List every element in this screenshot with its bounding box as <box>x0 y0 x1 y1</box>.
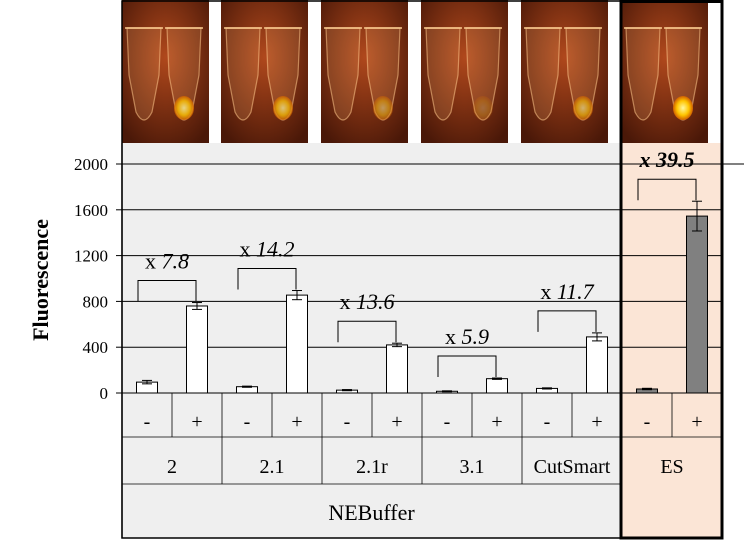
fold-change-label: x 11.7 <box>540 279 594 304</box>
condition-plus-label: + <box>291 411 302 433</box>
bar-plus <box>286 294 308 394</box>
condition-plus-label: + <box>591 411 602 433</box>
bar-plus <box>486 378 508 394</box>
y-tick-label: 0 <box>100 384 109 403</box>
tube-icon <box>625 27 661 121</box>
fold-bracket <box>537 310 597 332</box>
buffer-label: 2.1 <box>260 456 285 478</box>
gel-photo <box>321 0 408 143</box>
fold-change-label: x 13.6 <box>340 289 395 314</box>
buffer-label: ES <box>660 456 683 478</box>
fluorescent-sample <box>673 96 693 120</box>
buffer-label: 3.1 <box>460 456 485 478</box>
condition-plus-label: + <box>491 411 502 433</box>
fold-change-label: x 5.9 <box>445 324 489 349</box>
bar-plus <box>586 336 608 394</box>
bar-plus <box>186 305 208 394</box>
fold-change-label: x 39.5 <box>639 147 695 172</box>
fold-bracket <box>437 355 497 377</box>
fold-change-label: x 7.8 <box>145 249 189 274</box>
fold-bracket <box>137 280 197 302</box>
condition-minus-label: - <box>144 411 151 433</box>
y-tick-label: 2000 <box>74 155 108 174</box>
condition-minus-label: - <box>444 411 451 433</box>
fold-bracket <box>637 178 697 201</box>
y-tick-label: 1600 <box>74 201 108 220</box>
tube-icon <box>325 27 361 121</box>
y-axis-title: Fluorescence <box>28 219 53 341</box>
bar-plus <box>686 215 708 394</box>
fluorescent-sample <box>174 96 194 120</box>
tube-icon <box>425 27 461 121</box>
gel-photo <box>521 0 608 143</box>
condition-plus-label: + <box>391 411 402 433</box>
fluorescent-sample <box>373 96 393 120</box>
fold-change-label: x 14.2 <box>240 237 295 262</box>
gel-photo <box>621 0 708 143</box>
fluorescent-sample <box>473 96 493 120</box>
gel-photo <box>421 0 508 143</box>
y-tick-label: 400 <box>83 338 109 357</box>
fluorescent-sample <box>273 96 293 120</box>
fold-bracket <box>337 320 397 343</box>
gel-photo <box>122 0 209 143</box>
tube-icon <box>126 27 162 121</box>
condition-plus-label: + <box>191 411 202 433</box>
condition-minus-label: - <box>644 411 651 433</box>
x-axis-title: NEBuffer <box>328 500 415 525</box>
fluorescent-sample <box>573 96 593 120</box>
condition-plus-label: + <box>691 411 702 433</box>
condition-minus-label: - <box>544 411 551 433</box>
buffer-label: CutSmart <box>534 456 611 478</box>
condition-minus-label: - <box>344 411 351 433</box>
tube-icon <box>225 27 261 121</box>
bar-plus <box>386 344 408 394</box>
fold-bracket <box>237 268 297 290</box>
tube-icon <box>525 27 561 121</box>
condition-minus-label: - <box>244 411 251 433</box>
buffer-label: 2 <box>167 456 177 478</box>
y-tick-label: 1200 <box>74 247 108 266</box>
y-tick-label: 800 <box>83 292 109 311</box>
outer-border <box>121 0 723 539</box>
buffer-label: 2.1r <box>356 456 388 478</box>
gel-photo <box>221 0 308 143</box>
